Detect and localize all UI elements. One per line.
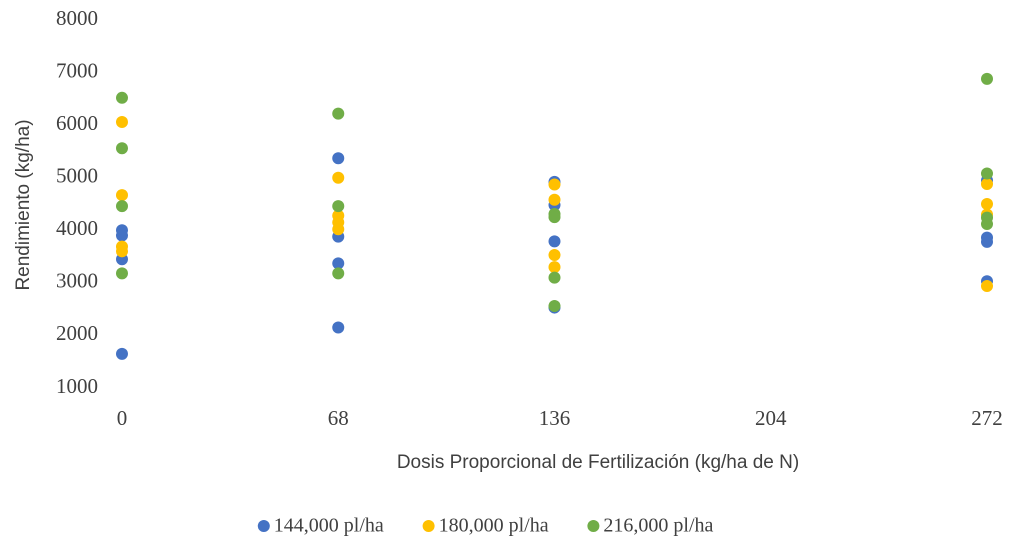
point bbox=[548, 299, 561, 312]
point bbox=[548, 211, 561, 224]
y-axis-label: Rendimiento (kg/ha) bbox=[13, 119, 34, 290]
point bbox=[981, 217, 993, 230]
point bbox=[116, 91, 128, 104]
point bbox=[981, 167, 993, 180]
y-tick-label: 1000 bbox=[56, 374, 98, 398]
legend-marker bbox=[587, 520, 600, 532]
x-tick-label: 0 bbox=[117, 406, 128, 430]
y-tick-label: 7000 bbox=[56, 58, 98, 82]
point bbox=[981, 178, 993, 191]
x-tick-label: 68 bbox=[328, 406, 349, 430]
y-tick-label: 5000 bbox=[56, 164, 98, 188]
point bbox=[548, 235, 561, 248]
point bbox=[116, 245, 128, 258]
legend-marker bbox=[257, 520, 270, 532]
point bbox=[332, 200, 345, 213]
point bbox=[116, 189, 128, 202]
point bbox=[548, 178, 561, 191]
x-tick-label: 136 bbox=[539, 406, 571, 430]
point bbox=[332, 267, 345, 280]
point bbox=[548, 248, 561, 261]
legend-label: 144,000 pl/ha bbox=[274, 515, 384, 537]
x-tick-label: 204 bbox=[755, 406, 787, 430]
point bbox=[332, 107, 345, 120]
point bbox=[332, 257, 345, 270]
y-tick-label: 2000 bbox=[56, 321, 98, 345]
point bbox=[116, 267, 128, 280]
point bbox=[332, 223, 345, 236]
y-tick-label: 3000 bbox=[56, 269, 98, 293]
point bbox=[116, 229, 128, 242]
point bbox=[548, 193, 561, 206]
x-axis-label: Dosis Proporcional de Fertilización (kg/… bbox=[397, 452, 799, 473]
point bbox=[116, 115, 128, 128]
point bbox=[981, 72, 993, 85]
x-tick-label: 272 bbox=[971, 406, 1003, 430]
point bbox=[116, 142, 128, 155]
point bbox=[548, 271, 561, 284]
point bbox=[981, 280, 993, 293]
point bbox=[116, 347, 128, 360]
y-tick-label: 6000 bbox=[56, 111, 98, 135]
legend-marker bbox=[422, 520, 435, 532]
point bbox=[116, 200, 128, 213]
legend-label: 180,000 pl/ha bbox=[439, 515, 549, 537]
legend-label: 216,000 pl/ha bbox=[603, 515, 713, 537]
y-tick-label: 4000 bbox=[56, 216, 98, 240]
point bbox=[332, 171, 345, 184]
point bbox=[981, 198, 993, 210]
point bbox=[332, 321, 345, 334]
y-tick-label: 8000 bbox=[56, 6, 98, 30]
point bbox=[332, 152, 345, 165]
point bbox=[548, 261, 561, 274]
point bbox=[981, 235, 993, 248]
